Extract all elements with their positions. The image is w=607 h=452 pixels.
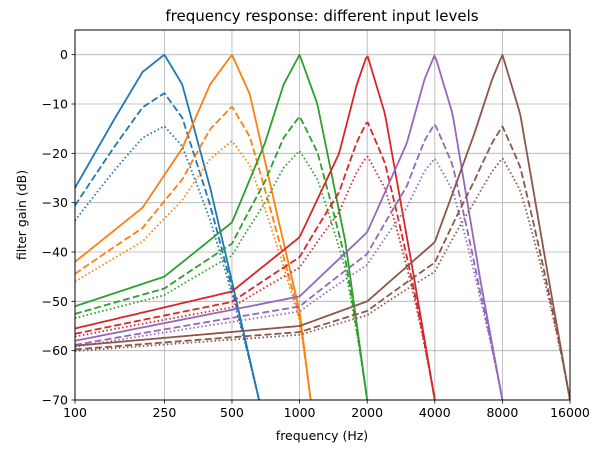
response-line-1000hz-dotted — [75, 150, 369, 400]
response-line-1000hz-dashed — [75, 115, 369, 400]
response-line-2000hz-dashed — [75, 121, 436, 400]
x-tick-label: 16000 — [550, 405, 590, 420]
y-tick-label: −40 — [42, 245, 68, 260]
response-line-250hz-dotted — [75, 125, 260, 400]
response-line-250hz-dashed — [75, 92, 260, 400]
x-tick-label: 1000 — [284, 405, 316, 420]
response-line-2000hz-solid — [75, 55, 436, 400]
axis-ticks: 100 250 500 1000 2000 4000 8000 16000 0 −10 −20 −30… — [42, 47, 590, 420]
y-tick-label: 0 — [60, 47, 68, 62]
response-line-4000hz-dotted — [75, 157, 504, 400]
x-tick-label: 100 — [63, 405, 87, 420]
y-tick-label: −50 — [42, 294, 68, 309]
response-line-1000hz-solid — [75, 54, 369, 400]
x-tick-label: 250 — [152, 405, 176, 420]
response-line-8000hz-dashed — [75, 125, 570, 400]
x-tick-label: 4000 — [419, 405, 451, 420]
y-tick-label: −20 — [42, 146, 68, 161]
y-tick-label: −60 — [42, 343, 68, 358]
response-line-8000hz-solid — [75, 54, 570, 400]
response-line-4000hz-dashed — [75, 123, 504, 400]
x-tick-label: 8000 — [486, 405, 518, 420]
y-tick-label: −10 — [42, 97, 68, 112]
x-axis-label: frequency (Hz) — [276, 428, 368, 443]
response-line-2000hz-dotted — [75, 155, 436, 400]
y-axis-label: filter gain (dB) — [14, 170, 29, 260]
x-tick-label: 2000 — [351, 405, 383, 420]
response-line-500hz-dashed — [75, 106, 312, 400]
x-tick-label: 500 — [220, 405, 244, 420]
response-line-500hz-dotted — [75, 140, 312, 400]
y-tick-label: −30 — [42, 195, 68, 210]
series-lines — [75, 54, 570, 400]
y-tick-label: −70 — [42, 393, 68, 408]
grid — [74, 30, 571, 401]
response-line-250hz-solid — [75, 54, 260, 400]
response-line-500hz-solid — [75, 54, 312, 400]
plot-area-frame — [74, 29, 571, 401]
chart-title: frequency response: different input leve… — [165, 7, 478, 25]
response-line-8000hz-dotted — [75, 157, 570, 400]
response-line-4000hz-solid — [75, 54, 504, 400]
